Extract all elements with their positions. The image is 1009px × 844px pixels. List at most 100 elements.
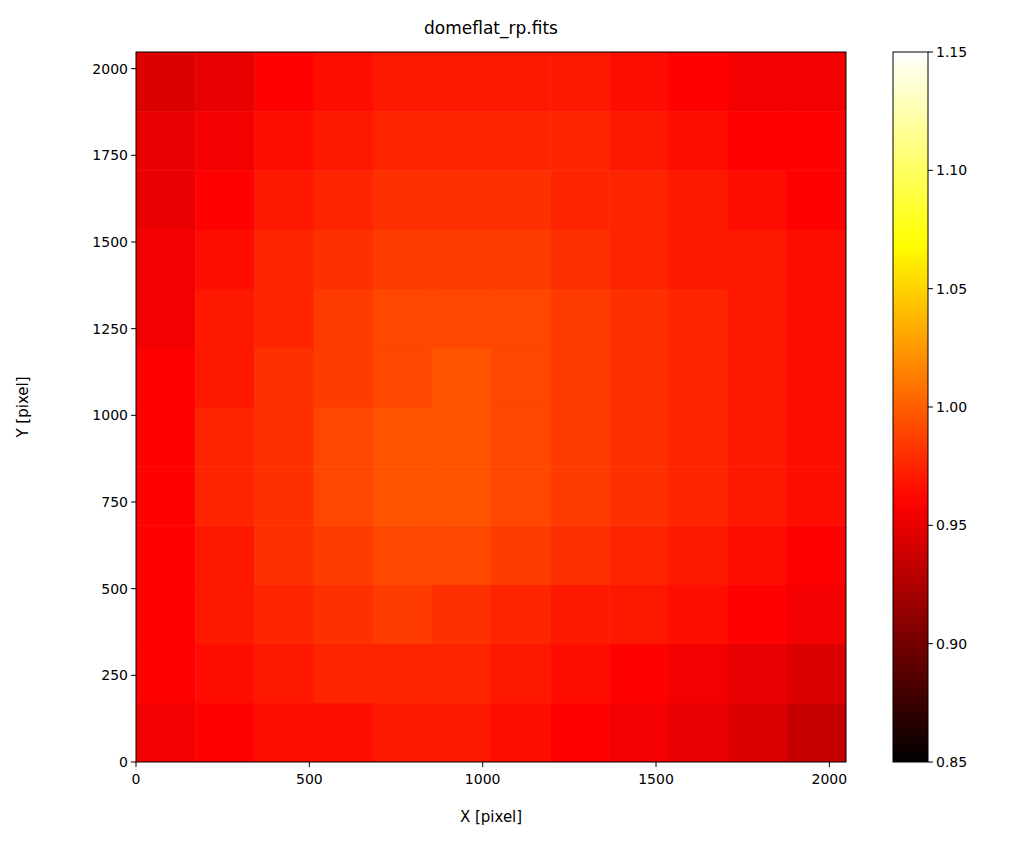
cell bbox=[432, 230, 492, 290]
cell bbox=[550, 230, 610, 290]
x-tick bbox=[656, 762, 657, 767]
cell bbox=[728, 170, 788, 230]
cell bbox=[254, 348, 314, 408]
colorbar-tick-label: 0.85 bbox=[936, 754, 967, 770]
cell bbox=[136, 348, 196, 408]
cell bbox=[728, 407, 788, 467]
cell bbox=[728, 703, 788, 762]
cell bbox=[314, 230, 374, 290]
cell bbox=[787, 703, 846, 762]
x-tick bbox=[829, 762, 830, 767]
cell bbox=[195, 111, 255, 171]
cell bbox=[550, 644, 610, 704]
cell bbox=[491, 348, 551, 408]
cell bbox=[669, 644, 729, 704]
cell bbox=[550, 525, 610, 585]
cell bbox=[373, 407, 433, 467]
cell bbox=[195, 170, 255, 230]
colorbar bbox=[893, 52, 928, 762]
cell bbox=[550, 348, 610, 408]
x-tick-label: 0 bbox=[132, 771, 141, 787]
cell bbox=[550, 407, 610, 467]
cell bbox=[314, 348, 374, 408]
cell bbox=[373, 111, 433, 171]
colorbar-tick bbox=[928, 762, 933, 763]
cell bbox=[669, 407, 729, 467]
cell bbox=[550, 52, 610, 112]
cell bbox=[491, 407, 551, 467]
cell bbox=[491, 703, 551, 762]
cell bbox=[136, 525, 196, 585]
cell bbox=[432, 289, 492, 349]
cell bbox=[550, 466, 610, 526]
colorbar-tick-label: 1.05 bbox=[936, 281, 967, 297]
cell bbox=[254, 644, 314, 704]
y-tick bbox=[131, 675, 136, 676]
cell bbox=[491, 525, 551, 585]
cell bbox=[195, 466, 255, 526]
cell bbox=[787, 525, 846, 585]
cell bbox=[373, 644, 433, 704]
cell bbox=[609, 230, 669, 290]
cell bbox=[728, 348, 788, 408]
cell bbox=[314, 170, 374, 230]
cell bbox=[136, 644, 196, 704]
colorbar-tick-label: 1.15 bbox=[936, 44, 967, 60]
cell bbox=[669, 170, 729, 230]
y-tick bbox=[131, 241, 136, 242]
y-tick-label: 2000 bbox=[92, 61, 128, 77]
x-tick bbox=[482, 762, 483, 767]
cell bbox=[728, 644, 788, 704]
y-tick-label: 1500 bbox=[92, 234, 128, 250]
colorbar-tick bbox=[928, 643, 933, 644]
cell bbox=[373, 348, 433, 408]
x-tick-label: 500 bbox=[296, 771, 323, 787]
cell bbox=[787, 289, 846, 349]
colorbar-tick bbox=[928, 52, 933, 53]
y-tick bbox=[131, 501, 136, 502]
cell bbox=[195, 644, 255, 704]
cell bbox=[787, 407, 846, 467]
cell bbox=[314, 703, 374, 762]
cell bbox=[314, 289, 374, 349]
cell bbox=[491, 585, 551, 645]
x-axis-label: X [pixel] bbox=[460, 808, 522, 826]
cell bbox=[136, 230, 196, 290]
cell bbox=[195, 407, 255, 467]
cell bbox=[669, 525, 729, 585]
cell bbox=[728, 289, 788, 349]
cell bbox=[373, 289, 433, 349]
cell bbox=[787, 466, 846, 526]
x-tick-label: 1500 bbox=[638, 771, 674, 787]
cell bbox=[195, 525, 255, 585]
cell bbox=[550, 111, 610, 171]
cell bbox=[669, 230, 729, 290]
cell bbox=[314, 585, 374, 645]
cell bbox=[609, 466, 669, 526]
x-tick bbox=[136, 762, 137, 767]
cell bbox=[491, 52, 551, 112]
cell bbox=[195, 52, 255, 112]
cell bbox=[432, 525, 492, 585]
cell bbox=[136, 407, 196, 467]
cell bbox=[136, 289, 196, 349]
y-tick bbox=[131, 762, 136, 763]
cell bbox=[669, 585, 729, 645]
colorbar-tick-label: 1.10 bbox=[936, 162, 967, 178]
cell bbox=[254, 289, 314, 349]
cell bbox=[373, 466, 433, 526]
cell bbox=[195, 703, 255, 762]
y-tick-label: 250 bbox=[101, 667, 128, 683]
cell bbox=[787, 170, 846, 230]
cell bbox=[728, 52, 788, 112]
plot-frame bbox=[136, 52, 846, 762]
cell bbox=[728, 585, 788, 645]
y-tick-label: 750 bbox=[101, 494, 128, 510]
cell bbox=[609, 407, 669, 467]
cell bbox=[136, 52, 196, 112]
cell bbox=[609, 525, 669, 585]
cell bbox=[609, 585, 669, 645]
cell bbox=[728, 466, 788, 526]
cell bbox=[491, 230, 551, 290]
cell bbox=[669, 52, 729, 112]
